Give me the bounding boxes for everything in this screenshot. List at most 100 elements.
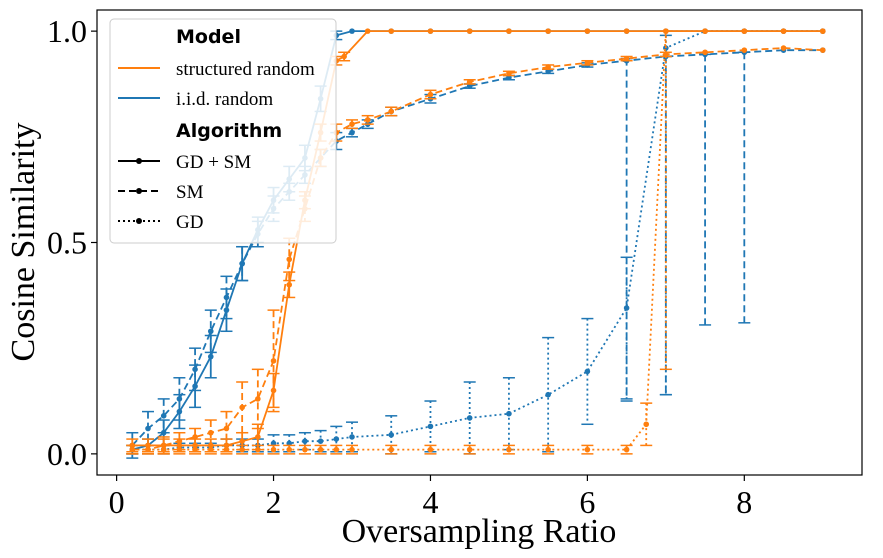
legend: Model structured random i.i.d. random Al… <box>109 18 337 244</box>
data-point <box>270 358 277 364</box>
data-point <box>286 281 293 288</box>
legend-marker-sm <box>136 188 142 194</box>
data-point <box>207 429 214 436</box>
data-point <box>176 438 183 444</box>
y-tick-label: 0.0 <box>47 436 87 472</box>
data-point <box>160 413 167 419</box>
data-point <box>176 396 183 402</box>
x-tick-label: 6 <box>579 484 595 520</box>
legend-heading-algorithm: Algorithm <box>176 120 282 142</box>
data-point <box>780 28 787 34</box>
series-5 <box>126 28 826 455</box>
data-point <box>584 28 591 34</box>
data-point <box>427 91 434 98</box>
legend-marker-gdsm <box>136 158 142 164</box>
data-point <box>623 55 630 62</box>
data-point <box>584 446 591 453</box>
legend-label-iid: i.i.d. random <box>176 89 273 110</box>
data-point <box>129 446 136 453</box>
data-point <box>506 28 512 34</box>
data-point <box>160 446 167 453</box>
data-point <box>239 438 245 444</box>
data-point <box>388 28 395 34</box>
data-point <box>584 60 591 66</box>
data-point <box>466 79 473 85</box>
x-tick-label: 2 <box>266 484 282 520</box>
series-line <box>132 30 823 447</box>
data-point <box>333 436 340 442</box>
legend-label-gdsm: GD + SM <box>176 152 251 173</box>
data-point <box>255 446 261 453</box>
data-point <box>702 28 708 34</box>
data-point <box>349 129 355 136</box>
data-point <box>302 438 308 444</box>
data-point <box>207 328 214 335</box>
ticks-layer: 0 2 4 6 8 0.0 0.5 1.0 <box>47 13 752 520</box>
data-point <box>623 28 630 34</box>
data-point <box>145 425 151 432</box>
data-point <box>255 434 261 440</box>
data-point <box>239 260 245 267</box>
data-point <box>466 446 473 453</box>
data-point <box>506 410 512 417</box>
x-axis-label: Oversampling Ratio <box>342 513 617 550</box>
data-point <box>819 47 826 53</box>
data-point <box>223 294 230 301</box>
data-point <box>623 446 630 453</box>
data-point <box>466 415 473 421</box>
data-point <box>506 446 512 453</box>
data-point <box>741 28 748 34</box>
data-point <box>341 53 347 60</box>
x-tick-label: 8 <box>736 484 752 520</box>
data-point <box>427 28 434 34</box>
data-point <box>192 434 198 440</box>
y-axis-label: Cosine Similarity <box>5 123 42 362</box>
data-point <box>741 47 748 53</box>
data-point <box>427 423 434 430</box>
data-point <box>207 446 214 453</box>
data-point <box>584 368 591 375</box>
legend-label-sm: SM <box>176 182 204 203</box>
data-point <box>239 446 245 453</box>
legend-heading-model: Model <box>176 26 241 48</box>
data-point <box>819 28 826 34</box>
data-point <box>388 446 395 453</box>
data-point <box>223 446 230 453</box>
data-point <box>349 121 355 127</box>
series-line <box>131 49 823 447</box>
data-point <box>545 28 551 34</box>
data-point <box>207 353 214 360</box>
y-tick-label: 0.5 <box>47 225 87 261</box>
data-point <box>780 45 787 51</box>
x-tick-label: 0 <box>109 484 125 520</box>
data-point <box>176 446 183 453</box>
data-point <box>364 28 371 34</box>
series-line <box>132 30 823 451</box>
legend-label-gd: GD <box>176 212 203 233</box>
series-line <box>132 47 823 451</box>
data-point <box>364 117 371 123</box>
data-point <box>702 49 708 56</box>
data-point <box>545 64 551 70</box>
data-point <box>349 434 355 440</box>
data-point <box>192 366 198 373</box>
data-point <box>545 446 551 453</box>
data-point <box>286 446 293 453</box>
data-point <box>506 70 512 77</box>
legend-box <box>109 18 337 244</box>
data-point <box>270 446 277 453</box>
data-point <box>349 446 355 453</box>
data-point <box>427 446 434 453</box>
data-point <box>286 256 293 263</box>
data-point <box>302 446 308 453</box>
data-point <box>663 28 669 34</box>
data-point <box>317 438 324 444</box>
x-tick-label: 4 <box>422 484 438 520</box>
data-point <box>145 446 151 453</box>
data-point <box>623 305 630 311</box>
data-point <box>317 446 324 453</box>
data-point <box>388 432 395 438</box>
data-point <box>333 446 340 453</box>
data-point <box>643 421 650 428</box>
legend-label-structured: structured random <box>176 59 315 80</box>
